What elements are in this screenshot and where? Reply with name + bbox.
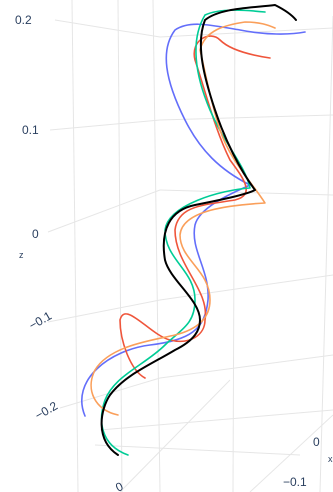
z-axis-title: z [19,250,24,260]
series-line-5 [100,4,297,456]
series-layer [81,4,306,456]
z-tick-label: 0.2 [15,13,32,27]
z-tick-label: −0.2 [33,398,61,422]
series-line-4 [90,21,276,416]
x-tick-label: −0.1 [283,475,307,489]
series-line-3 [100,9,266,456]
series-line-1 [81,23,306,417]
z-tick-label: −0.1 [27,308,55,332]
z-tick-label: 0 [32,227,39,241]
y-tick-label: 0 [113,479,125,492]
x-axis-title: x [328,454,333,464]
grid-lines [47,0,333,492]
z-tick-label: 0.1 [22,123,39,137]
x-tick-label: 0 [313,435,320,449]
